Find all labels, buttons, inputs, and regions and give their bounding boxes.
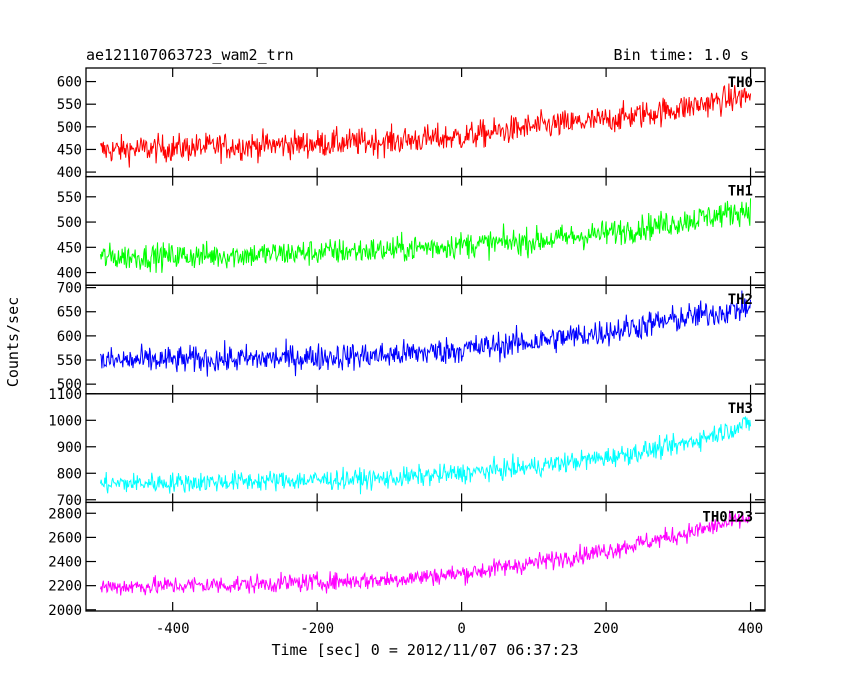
y-tick-label: 1100 <box>48 387 82 403</box>
series-line-th2 <box>99 290 752 377</box>
y-tick-label: 400 <box>57 266 82 282</box>
object-name: ae121107063723_wam2_trn <box>86 46 294 64</box>
panels-group: 400 450 500 550 600 TH0 400 450 500 550 TH1 500 550 6… <box>48 67 766 637</box>
y-axis-title: Counts/sec <box>4 297 22 387</box>
y-tick-label: 700 <box>57 281 82 297</box>
series-line-th3 <box>99 416 752 495</box>
y-tick-label: 800 <box>57 466 82 482</box>
y-tick-label: 550 <box>57 353 82 369</box>
series-line-th1 <box>99 198 752 273</box>
y-tick-label: 550 <box>57 190 82 206</box>
y-tick-label: 600 <box>57 329 82 345</box>
y-tick-label: 700 <box>57 493 82 509</box>
panel-th0: 400 450 500 550 600 TH0 <box>57 67 766 181</box>
panel-frame <box>85 284 766 395</box>
x-axis-title: Time [sec] 0 = 2012/11/07 06:37:23 <box>271 641 578 659</box>
panel-th3: 700 800 900 1000 1100 TH3 <box>48 387 766 509</box>
panel-label-th2: TH2 <box>728 292 753 308</box>
series-line-th0 <box>99 83 752 168</box>
bin-time: Bin time: 1.0 s <box>614 46 749 64</box>
x-tick-label: -200 <box>300 621 334 637</box>
y-tick-label: 2400 <box>48 555 82 571</box>
x-tick-label: -400 <box>156 621 190 637</box>
y-tick-label: 450 <box>57 142 82 158</box>
y-tick-label: 500 <box>57 377 82 393</box>
panel-label-th1: TH1 <box>728 184 753 200</box>
x-tick-label: 400 <box>738 621 763 637</box>
panel-frame <box>85 175 766 286</box>
panel-frame <box>85 501 766 612</box>
x-tick-label: 200 <box>593 621 618 637</box>
panel-th2: 500 550 600 650 700 TH2 <box>57 281 766 395</box>
panel-frame <box>85 67 766 178</box>
y-tick-label: 450 <box>57 240 82 256</box>
y-tick-label: 2600 <box>48 530 82 546</box>
y-tick-label: 2800 <box>48 506 82 522</box>
panel-label-th3: TH3 <box>728 401 753 417</box>
panel-label-th0123: TH0123 <box>702 509 753 525</box>
y-tick-label: 500 <box>57 215 82 231</box>
y-tick-label: 400 <box>57 165 82 181</box>
series-line-th0123 <box>99 510 752 596</box>
y-tick-label: 500 <box>57 120 82 136</box>
y-tick-label: 600 <box>57 75 82 91</box>
y-tick-label: 550 <box>57 97 82 113</box>
y-tick-label: 650 <box>57 305 82 321</box>
panel-th0123: 2000 2200 2400 2600 2800 TH0123 <box>48 501 766 619</box>
y-tick-label: 900 <box>57 440 82 456</box>
panel-label-th0: TH0 <box>728 75 753 91</box>
panel-th1: 400 450 500 550 TH1 <box>57 175 766 286</box>
y-tick-label: 2200 <box>48 579 82 595</box>
y-tick-label: 2000 <box>48 603 82 619</box>
y-tick-label: 1000 <box>48 413 82 429</box>
x-tick-label: 0 <box>457 621 465 637</box>
